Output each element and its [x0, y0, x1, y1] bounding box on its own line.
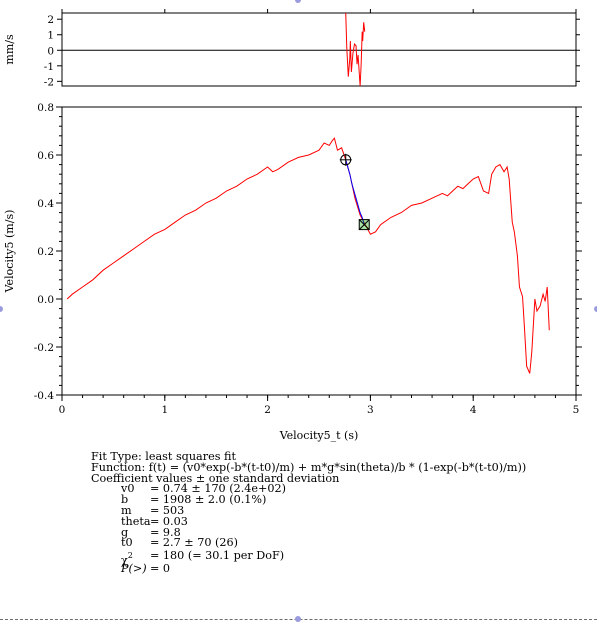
plot-area[interactable]: 2 1 0 -1 -2 mm/s 0.8 0.6 0.4 0.2 0.0 -0.2 -0.4 0 1 2 3 4 5… — [0, 0, 597, 445]
chi-square-value: = 180 (= 30.1 per DoF) — [150, 549, 285, 563]
x-tick-label: 0 — [59, 404, 66, 416]
chi-square-row: χ2 = 180 (= 30.1 per DoF) — [91, 549, 571, 568]
residual-frame — [61, 12, 577, 87]
coefficient-value: = 9.8 — [150, 525, 181, 539]
residual-y-tick-label: 0 — [47, 45, 54, 57]
probability-label: P(>) — [121, 562, 147, 576]
x-tick-label: 4 — [470, 404, 477, 416]
residual-y-tick-label: -1 — [44, 61, 54, 73]
coefficient-name: theta — [121, 514, 151, 528]
coefficient-row: t0 = 2.7 ± 70 (26) — [91, 536, 571, 550]
y-tick-label: 0.2 — [37, 246, 54, 258]
y-tick-label: 0.4 — [37, 198, 54, 210]
coefficient-value: = 2.7 ± 70 (26) — [150, 536, 238, 550]
chi-square-label: χ2 — [121, 551, 133, 568]
coefficient-name: g — [121, 525, 129, 539]
residual-series-line — [345, 12, 366, 87]
coefficient-row: theta = 0.03 — [91, 514, 571, 528]
coefficient-value: = 1908 ± 2.0 (0.1%) — [150, 493, 267, 507]
x-tick-label: 5 — [573, 404, 580, 416]
window-handle-top[interactable] — [295, 0, 301, 3]
coefficient-row: m = 503 — [91, 503, 571, 517]
cursor-b-cross-2 — [358, 219, 370, 230]
probability-value: = 0 — [150, 562, 171, 576]
coefficient-value: = 0.74 ± 170 (2.4e+02) — [150, 482, 286, 496]
fit-type-text: Fit Type: least squares fit — [91, 450, 236, 463]
y-axis-label: Velocity5 (m/s) — [3, 210, 16, 294]
x-tick-label: 2 — [264, 404, 271, 416]
x-tick-label: 1 — [161, 404, 168, 416]
fit-curve-line — [345, 159, 365, 225]
probability-row: P(>) = 0 — [91, 562, 571, 576]
y-tick-label: 0.6 — [37, 150, 54, 162]
x-axis-label: Velocity5_t (s) — [279, 429, 359, 442]
window-handle-bottom[interactable] — [295, 616, 301, 622]
y-tick-label: -0.4 — [34, 390, 55, 402]
y-tick-label: 0.0 — [37, 294, 54, 306]
coefficient-name: b — [121, 493, 129, 507]
residual-y-tick-label: 1 — [47, 30, 54, 42]
fit-function-text: Function: f(t) = (v0*exp(-b*(t-t0)/m) + … — [91, 460, 527, 474]
data-series-line — [66, 137, 550, 374]
curve-fit-results: Fit Type: least squares fit Function: f(… — [91, 450, 571, 576]
residual-y-tick-label: 2 — [47, 14, 54, 26]
window-handle-right[interactable] — [594, 306, 597, 312]
coefficient-value: = 0.03 — [150, 514, 188, 528]
y-tick-label: -0.2 — [34, 342, 54, 354]
coefficient-value: = 503 — [150, 503, 185, 517]
coefficient-name: v0 — [121, 482, 135, 496]
x-tick-label: 3 — [367, 404, 374, 416]
coefficient-row: b = 1908 ± 2.0 (0.1%) — [91, 493, 571, 507]
coefficient-name: t0 — [121, 536, 133, 550]
coefficient-row: g = 9.8 — [91, 525, 571, 539]
residual-y-tick-label: -2 — [44, 76, 54, 88]
coefficient-row: v0 = 0.74 ± 170 (2.4e+02) — [91, 482, 571, 496]
residual-y-axis-label: mm/s — [3, 34, 16, 65]
coefficient-name: m — [121, 503, 132, 517]
coefficient-header: Coefficient values ± one standard deviat… — [91, 471, 340, 485]
y-tick-label: 0.8 — [37, 102, 54, 114]
window-handle-left[interactable] — [0, 306, 3, 312]
